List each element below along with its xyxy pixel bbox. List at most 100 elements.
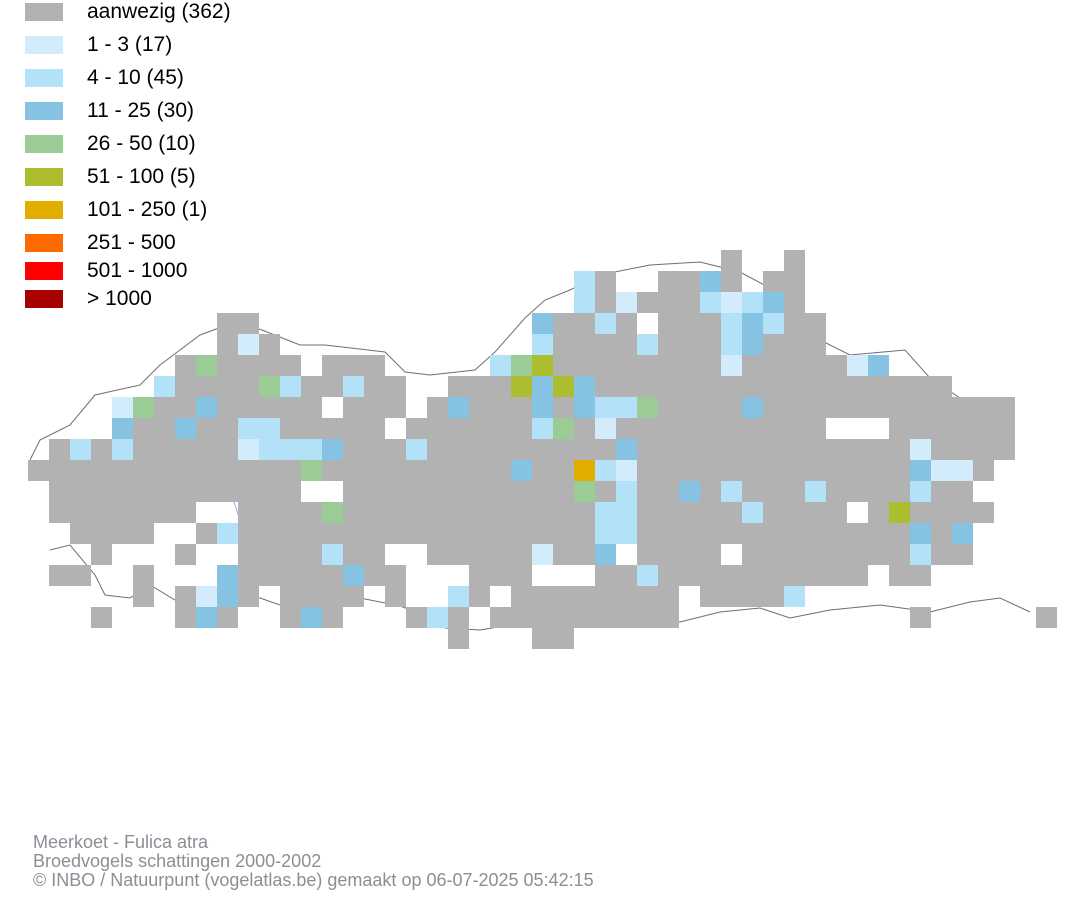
grid-cell — [931, 397, 952, 418]
grid-cell — [616, 376, 637, 397]
grid-cell — [973, 460, 994, 481]
grid-cell — [931, 502, 952, 523]
grid-cell — [679, 439, 700, 460]
grid-cell — [238, 481, 259, 502]
grid-cell — [322, 418, 343, 439]
grid-cell — [973, 439, 994, 460]
grid-cell — [280, 397, 301, 418]
grid-cell — [931, 376, 952, 397]
grid-cell — [175, 376, 196, 397]
grid-cell — [784, 334, 805, 355]
grid-cell — [364, 397, 385, 418]
grid-cell — [343, 502, 364, 523]
grid-cell — [658, 334, 679, 355]
grid-cell — [679, 544, 700, 565]
grid-cell — [259, 334, 280, 355]
grid-cell — [301, 502, 322, 523]
grid-cell — [511, 439, 532, 460]
legend-label: 1 - 3 (17) — [87, 33, 173, 56]
legend-item: 101 - 250 (1) — [25, 198, 345, 221]
grid-cell — [343, 418, 364, 439]
grid-cell — [847, 376, 868, 397]
grid-cell — [868, 397, 889, 418]
legend-swatch — [25, 168, 63, 186]
grid-cell — [889, 502, 910, 523]
grid-cell — [616, 502, 637, 523]
grid-cell — [490, 565, 511, 586]
grid-cell — [847, 481, 868, 502]
grid-cell — [154, 397, 175, 418]
survey-subtitle: Broedvogels schattingen 2000-2002 — [33, 851, 322, 871]
grid-cell — [259, 460, 280, 481]
grid-cell — [637, 418, 658, 439]
grid-cell — [763, 292, 784, 313]
grid-cell — [994, 439, 1015, 460]
grid-cell — [364, 376, 385, 397]
grid-cell — [595, 565, 616, 586]
grid-cell — [196, 397, 217, 418]
grid-cell — [133, 397, 154, 418]
grid-cell — [658, 586, 679, 607]
grid-cell — [133, 502, 154, 523]
grid-cell — [658, 313, 679, 334]
grid-cell — [658, 481, 679, 502]
grid-cell — [700, 376, 721, 397]
grid-cell — [217, 439, 238, 460]
grid-cell — [889, 397, 910, 418]
grid-cell — [784, 355, 805, 376]
grid-cell — [427, 502, 448, 523]
grid-cell — [364, 502, 385, 523]
grid-cell — [511, 502, 532, 523]
grid-cell — [595, 292, 616, 313]
grid-cell — [595, 607, 616, 628]
grid-cell — [511, 565, 532, 586]
grid-cell — [448, 481, 469, 502]
grid-cell — [679, 334, 700, 355]
grid-cell — [658, 397, 679, 418]
grid-cell — [826, 376, 847, 397]
grid-cell — [259, 397, 280, 418]
grid-cell — [637, 355, 658, 376]
grid-cell — [133, 586, 154, 607]
grid-cell — [973, 397, 994, 418]
grid-cell — [154, 481, 175, 502]
grid-cell — [532, 439, 553, 460]
grid-cell — [301, 418, 322, 439]
grid-cell — [721, 376, 742, 397]
grid-cell — [742, 502, 763, 523]
grid-cell — [742, 523, 763, 544]
legend-label: 26 - 50 (10) — [87, 132, 196, 155]
grid-cell — [301, 607, 322, 628]
grid-cell — [910, 565, 931, 586]
grid-cell — [91, 502, 112, 523]
grid-cell — [616, 586, 637, 607]
grid-cell — [931, 523, 952, 544]
grid-cell — [112, 439, 133, 460]
grid-cell — [763, 544, 784, 565]
grid-cell — [196, 586, 217, 607]
grid-cell — [91, 523, 112, 544]
grid-cell — [784, 313, 805, 334]
grid-cell — [490, 355, 511, 376]
grid-cell — [238, 502, 259, 523]
grid-cell — [931, 418, 952, 439]
legend-item: 251 - 500 — [25, 231, 345, 254]
grid-cell — [952, 439, 973, 460]
legend-swatch — [25, 135, 63, 153]
grid-cell — [511, 460, 532, 481]
grid-cell — [322, 586, 343, 607]
grid-cell — [49, 481, 70, 502]
grid-cell — [112, 523, 133, 544]
grid-cell — [700, 460, 721, 481]
grid-cell — [343, 544, 364, 565]
species-title: Meerkoet - Fulica atra — [33, 832, 209, 852]
grid-cell — [847, 523, 868, 544]
grid-cell — [721, 397, 742, 418]
grid-cell — [595, 313, 616, 334]
grid-cell — [889, 376, 910, 397]
grid-cell — [826, 481, 847, 502]
grid-cell — [616, 313, 637, 334]
grid-cell — [763, 334, 784, 355]
grid-cell — [343, 397, 364, 418]
grid-cell — [616, 439, 637, 460]
